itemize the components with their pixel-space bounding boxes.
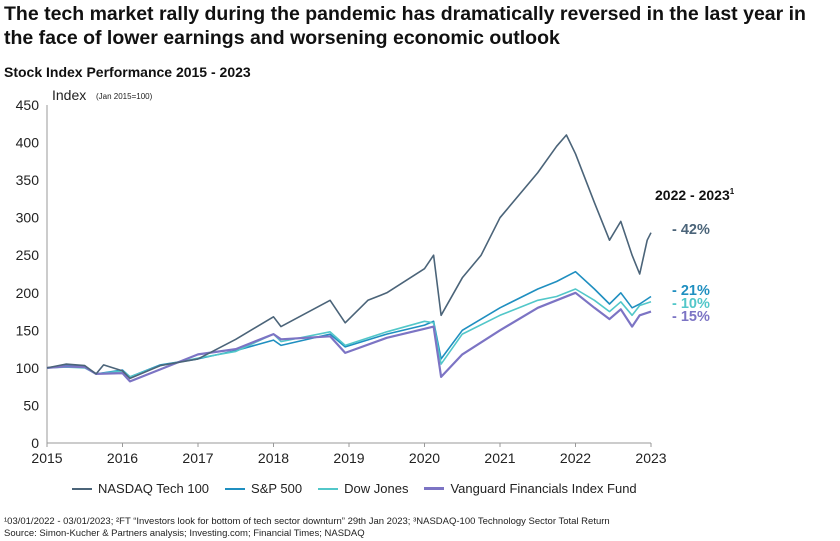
legend-item-dow: Dow Jones	[318, 481, 408, 496]
y-tick-label: 100	[16, 360, 40, 376]
legend-label-sp500: S&P 500	[251, 481, 303, 496]
y-axis-ticks: 0 50 100 150 200 250 300 350 400 450	[16, 97, 40, 451]
x-tick-label: 2016	[107, 450, 138, 466]
y-tick-label: 250	[16, 247, 40, 263]
x-tick-label: 2015	[31, 450, 62, 466]
y-tick-label: 450	[16, 97, 40, 113]
annotation-nasdaq: - 42%	[672, 222, 710, 238]
y-axis-label: Index	[52, 87, 86, 103]
footnote-line-1: ¹03/01/2022 - 03/01/2023; ²FT “Investors…	[4, 516, 610, 527]
x-tick-label: 2022	[560, 450, 591, 466]
legend-item-nasdaq: NASDAQ Tech 100	[72, 481, 209, 496]
series-line-dow	[46, 288, 652, 378]
footnote: ¹03/01/2022 - 03/01/2023; ²FT “Investors…	[4, 516, 610, 540]
legend-swatch-sp500	[225, 487, 246, 490]
series-line-vanguard	[46, 291, 652, 383]
x-axis-ticks: 2015 2016 2017 2018 2019 2020 2021 2022 2023	[31, 443, 667, 466]
y-axis-note: (Jan 2015=100)	[96, 92, 153, 101]
annotation-title-text: 2022 - 2023	[655, 187, 730, 203]
y-tick-label: 200	[16, 285, 40, 301]
legend-swatch-vanguard	[424, 487, 445, 490]
series-lines	[46, 134, 652, 383]
x-tick-label: 2019	[333, 450, 364, 466]
legend-label-vanguard: Vanguard Financials Index Fund	[450, 481, 637, 496]
footnote-line-2: Source: Simon-Kucher & Partners analysis…	[4, 528, 365, 539]
y-tick-label: 0	[31, 435, 39, 451]
headline: The tech market rally during the pandemi…	[4, 3, 806, 49]
series-line-sp500	[46, 270, 652, 378]
legend-item-sp500: S&P 500	[225, 481, 302, 496]
chart-legend: NASDAQ Tech 100 S&P 500 Dow Jones Vangua…	[72, 481, 637, 496]
x-tick-label: 2017	[182, 450, 213, 466]
y-tick-label: 150	[16, 322, 40, 338]
annotation-sp500: - 21%	[672, 283, 710, 299]
series-line-nasdaq	[46, 134, 652, 380]
x-tick-label: 2020	[409, 450, 440, 466]
legend-label-nasdaq: NASDAQ Tech 100	[98, 481, 210, 496]
legend-swatch-nasdaq	[72, 487, 92, 490]
annotation-title: 2022 - 20231	[655, 187, 735, 203]
annotation-sup: 1	[730, 187, 735, 196]
x-tick-label: 2018	[258, 450, 289, 466]
y-tick-label: 350	[16, 172, 40, 188]
line-chart: Index (Jan 2015=100) 0 50 100 150 200 250 300 3…	[16, 87, 735, 466]
legend-swatch-dow	[318, 487, 339, 490]
legend-item-vanguard: Vanguard Financials Index Fund	[424, 481, 637, 496]
chart-title: Stock Index Performance 2015 - 2023	[4, 64, 251, 80]
x-tick-label: 2021	[484, 450, 515, 466]
annotation-dow: - 10%	[672, 296, 710, 312]
y-tick-label: 400	[16, 135, 40, 151]
legend-label-dow: Dow Jones	[344, 481, 409, 496]
y-tick-label: 300	[16, 210, 40, 226]
x-tick-label: 2023	[635, 450, 666, 466]
annotation-vanguard: - 15%	[672, 309, 710, 325]
y-tick-label: 50	[23, 397, 39, 413]
